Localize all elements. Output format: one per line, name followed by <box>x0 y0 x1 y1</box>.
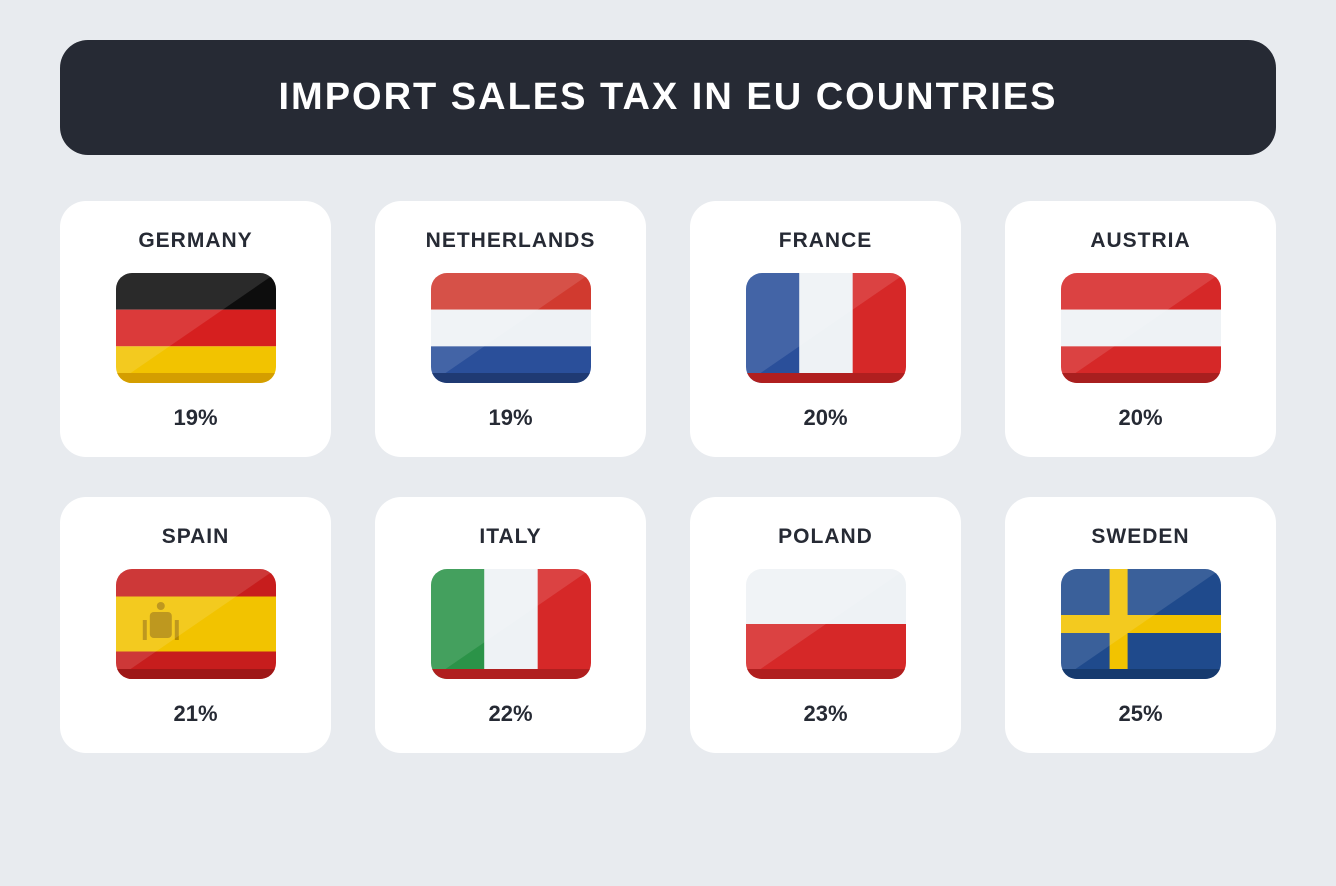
tax-value: 25% <box>1118 701 1162 727</box>
country-name: POLAND <box>778 525 873 549</box>
country-card: ITALY 22% <box>375 497 646 753</box>
flag-icon <box>431 273 591 383</box>
country-name: SWEDEN <box>1091 525 1189 549</box>
tax-value: 19% <box>488 405 532 431</box>
country-name: AUSTRIA <box>1090 229 1190 253</box>
tax-value: 23% <box>803 701 847 727</box>
country-name: GERMANY <box>138 229 252 253</box>
flag-icon <box>116 569 276 679</box>
flag-icon <box>746 273 906 383</box>
country-name: FRANCE <box>779 229 873 253</box>
country-name: SPAIN <box>162 525 230 549</box>
page-title: IMPORT SALES TAX IN EU COUNTRIES <box>60 40 1276 155</box>
country-card: SWEDEN 25% <box>1005 497 1276 753</box>
flag-icon <box>1061 273 1221 383</box>
tax-value: 20% <box>1118 405 1162 431</box>
country-card: SPAIN 21% <box>60 497 331 753</box>
flag-icon <box>1061 569 1221 679</box>
country-card: AUSTRIA 20% <box>1005 201 1276 457</box>
country-grid: GERMANY19%NETHERLANDS19%FRANCE20%AUSTRIA… <box>60 201 1276 753</box>
country-name: NETHERLANDS <box>426 229 596 253</box>
country-card: NETHERLANDS 19% <box>375 201 646 457</box>
tax-value: 20% <box>803 405 847 431</box>
flag-icon <box>431 569 591 679</box>
flag-icon <box>116 273 276 383</box>
country-card: POLAND 23% <box>690 497 961 753</box>
flag-icon <box>746 569 906 679</box>
country-card: FRANCE 20% <box>690 201 961 457</box>
tax-value: 19% <box>173 405 217 431</box>
country-card: GERMANY 19% <box>60 201 331 457</box>
country-name: ITALY <box>479 525 541 549</box>
tax-value: 22% <box>488 701 532 727</box>
tax-value: 21% <box>173 701 217 727</box>
